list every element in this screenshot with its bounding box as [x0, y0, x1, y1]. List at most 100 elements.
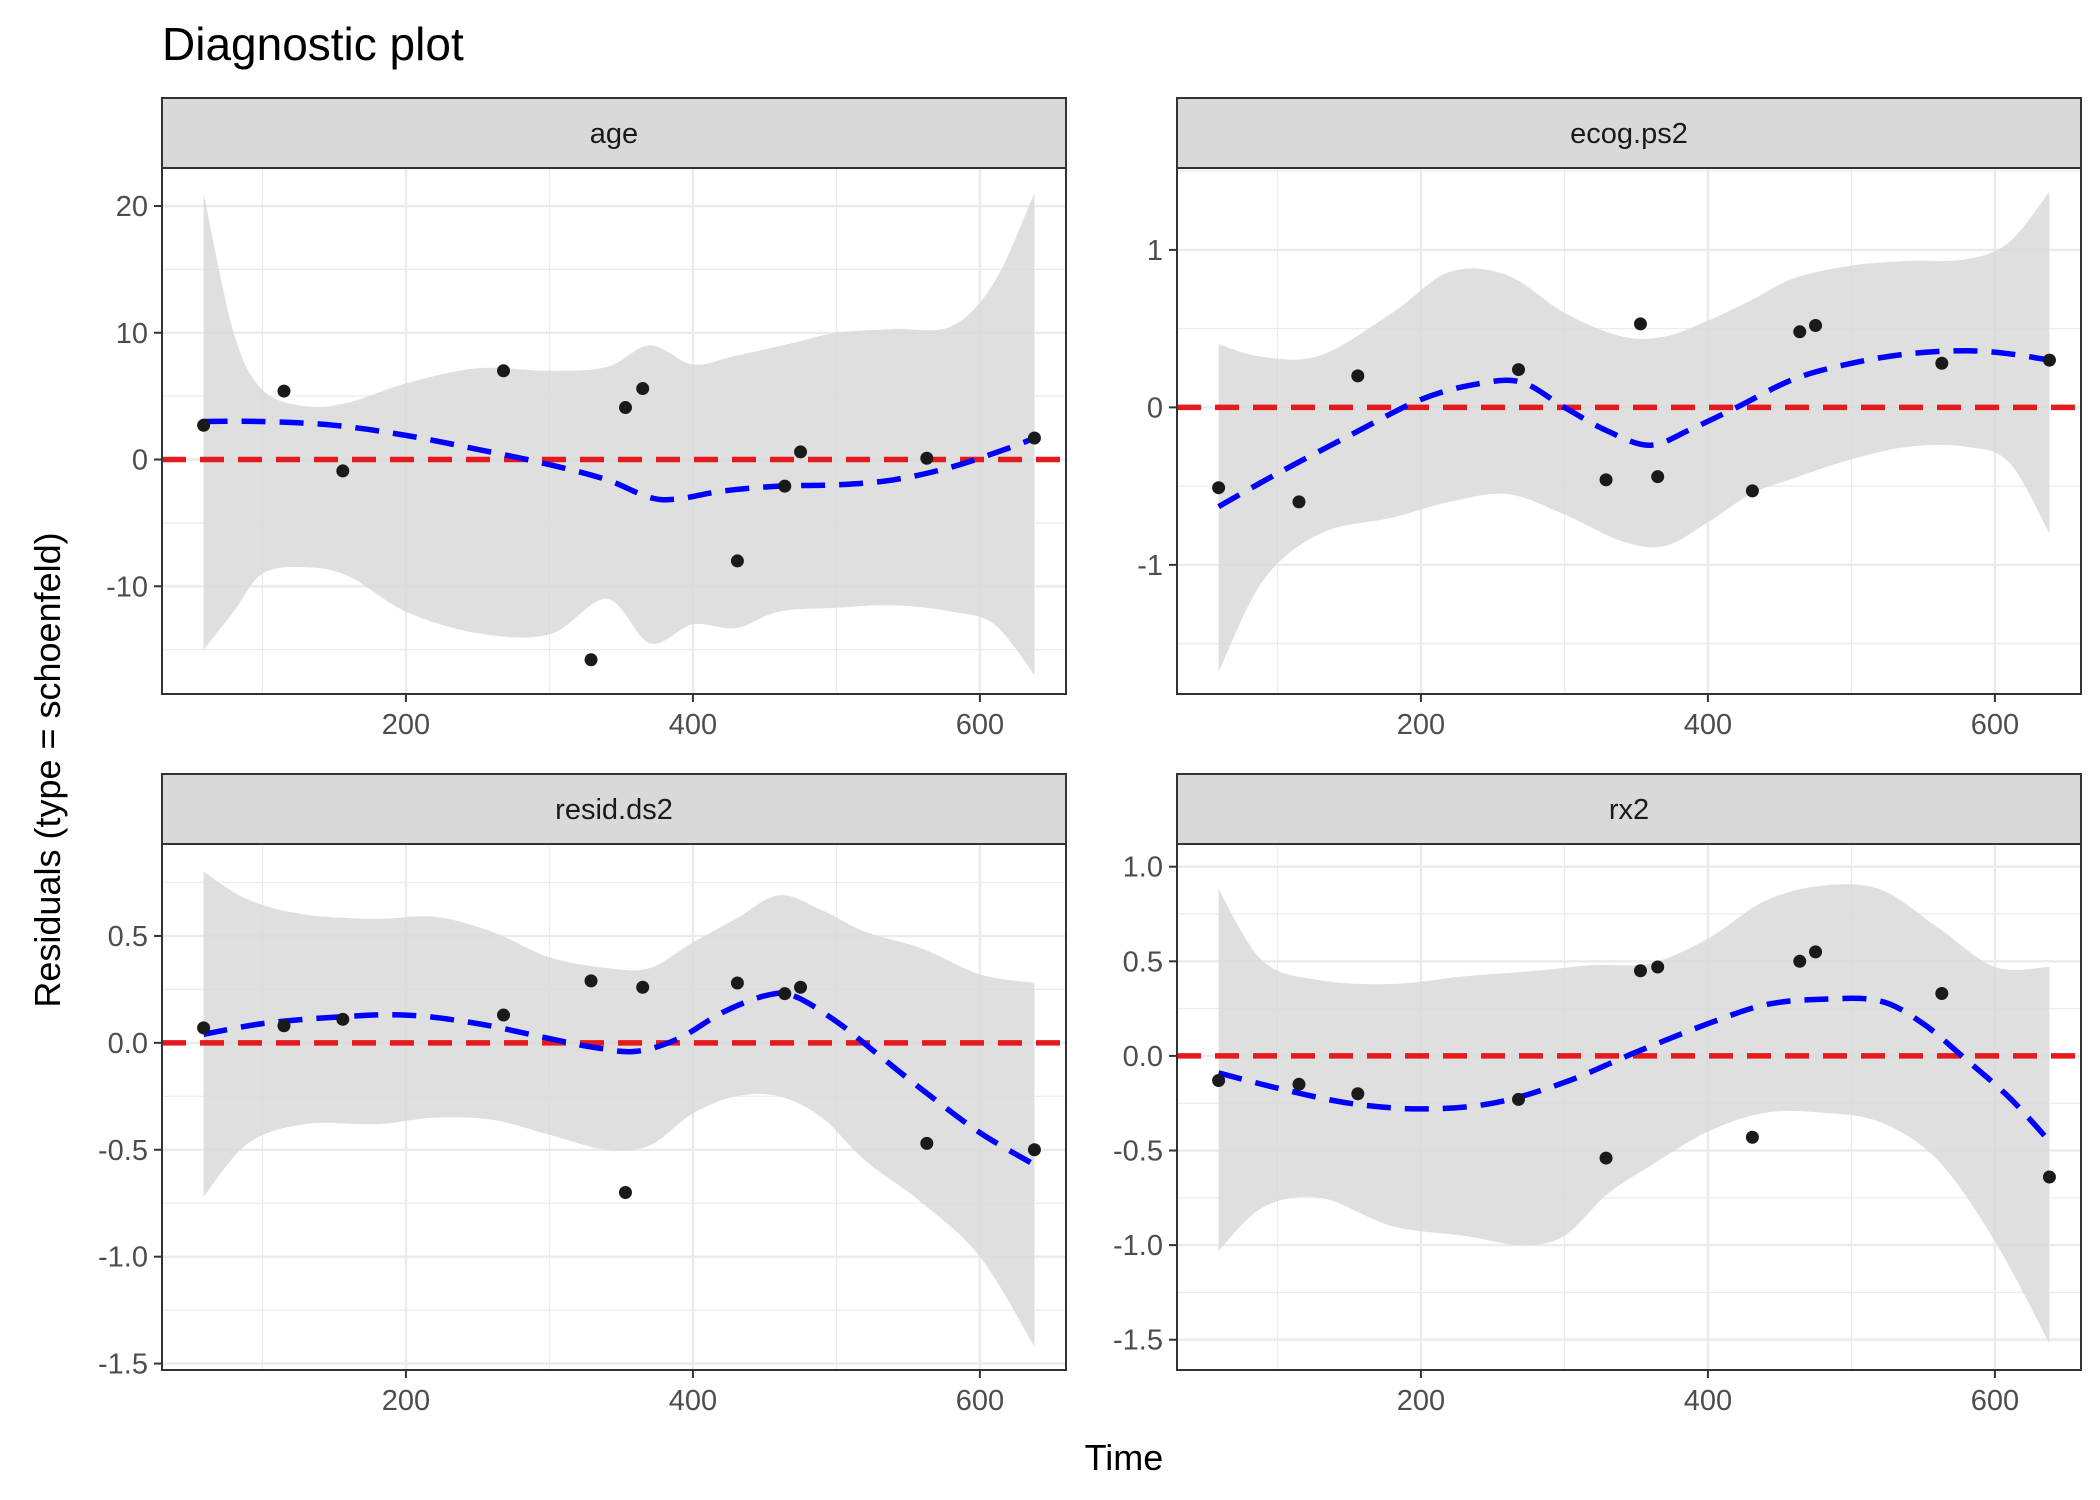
- facet-strip: [1176, 773, 2082, 845]
- y-axis-title: Residuals (type = schoenfeld): [27, 532, 68, 1007]
- x-tick-label: 600: [956, 709, 1004, 741]
- x-tick-label: 400: [1684, 1385, 1732, 1417]
- y-tick-label: 0.0: [1123, 1041, 1163, 1073]
- panel-border: [1176, 167, 2082, 695]
- data-point: [1935, 986, 1949, 1000]
- data-point: [1212, 1074, 1226, 1088]
- data-point: [497, 1008, 511, 1022]
- data-point: [277, 1019, 291, 1033]
- facet-strip-label: rx2: [1609, 794, 1649, 826]
- data-point: [1745, 1130, 1759, 1144]
- data-point: [497, 364, 511, 378]
- data-point: [1935, 356, 1949, 370]
- y-tick-label: -0.5: [1113, 1136, 1163, 1168]
- data-point: [1633, 964, 1647, 978]
- y-tick-label: -1.5: [1113, 1325, 1163, 1357]
- data-point: [778, 479, 792, 493]
- facet-panel-ecog-ps2: ecog.ps2 200 400 600 -1 0 1: [1137, 97, 2082, 741]
- data-point: [336, 1012, 350, 1026]
- x-tick-label: 200: [1397, 1385, 1445, 1417]
- data-point: [1793, 325, 1807, 339]
- data-point: [1599, 473, 1613, 487]
- facet-strip-label: age: [590, 118, 638, 150]
- data-point: [277, 384, 291, 398]
- data-point: [1512, 1092, 1526, 1106]
- x-tick-label: 600: [956, 1385, 1004, 1417]
- facet-strip: [161, 97, 1067, 169]
- y-tick-label: -1.5: [98, 1349, 148, 1381]
- smooth-trend-line: [203, 990, 1036, 1168]
- y-tick-label: -1.0: [98, 1242, 148, 1274]
- x-tick-label: 200: [382, 709, 430, 741]
- confidence-band: [1218, 191, 2050, 672]
- data-point: [336, 464, 350, 478]
- data-point: [197, 418, 211, 432]
- confidence-band: [203, 193, 1035, 676]
- x-tick-label: 600: [1971, 709, 2019, 741]
- x-tick-label: 400: [1684, 709, 1732, 741]
- y-tick-label: 0.0: [108, 1028, 148, 1060]
- y-tick-label: -0.5: [98, 1135, 148, 1167]
- data-point: [730, 976, 744, 990]
- facet-strip: [1176, 97, 2082, 169]
- data-point: [730, 554, 744, 568]
- facet-panel-rx2: rx2 200 400 600 -1.5 -1.0 -0.5 0.0 0.5 1.0: [1113, 773, 2082, 1417]
- data-point: [1745, 484, 1759, 498]
- data-point: [920, 1136, 934, 1150]
- data-point: [1027, 1143, 1041, 1157]
- data-point: [618, 401, 632, 415]
- x-tick-label: 200: [382, 1385, 430, 1417]
- smooth-trend-line: [1217, 347, 2050, 509]
- smooth-trend-line: [1217, 995, 2052, 1143]
- y-tick-label: 1: [1147, 235, 1163, 267]
- panel-border: [161, 167, 1067, 695]
- data-point: [1793, 954, 1807, 968]
- x-tick-label: 400: [669, 1385, 717, 1417]
- y-tick-label: -1: [1137, 550, 1163, 582]
- data-point: [1512, 363, 1526, 377]
- panel-border: [161, 843, 1067, 1371]
- facet-strip: [161, 773, 1067, 845]
- x-tick-label: 600: [1971, 1385, 2019, 1417]
- data-point: [1351, 1087, 1365, 1101]
- data-point: [794, 980, 808, 994]
- facet-strip-label: resid.ds2: [555, 794, 673, 826]
- data-point: [618, 1186, 632, 1200]
- data-point: [794, 445, 808, 459]
- data-point: [2042, 1170, 2056, 1184]
- smooth-trend-line: [203, 418, 1036, 503]
- y-tick-label: 0: [132, 445, 148, 477]
- data-point: [1651, 960, 1665, 974]
- y-tick-label: 0.5: [108, 921, 148, 953]
- x-tick-label: 400: [669, 709, 717, 741]
- facet-panel-age: age 200 400 600 -10 0 10 20: [106, 97, 1067, 741]
- data-point: [1292, 1077, 1306, 1091]
- confidence-band: [203, 871, 1035, 1347]
- data-point: [1351, 369, 1365, 383]
- panel-border: [1176, 843, 2082, 1371]
- data-point: [1599, 1151, 1613, 1165]
- plot-title: Diagnostic plot: [162, 18, 464, 70]
- y-tick-label: 0.5: [1123, 946, 1163, 978]
- data-point: [1633, 317, 1647, 331]
- x-axis-title: Time: [1085, 1437, 1164, 1478]
- data-point: [920, 451, 934, 465]
- data-point: [197, 1021, 211, 1035]
- data-point: [584, 653, 598, 667]
- data-point: [1809, 945, 1823, 959]
- y-tick-label: 1.0: [1123, 852, 1163, 884]
- x-tick-label: 200: [1397, 709, 1445, 741]
- data-point: [1809, 318, 1823, 332]
- data-point: [2042, 353, 2056, 367]
- data-point: [1292, 495, 1306, 509]
- confidence-band: [1218, 884, 2050, 1344]
- y-tick-label: 0: [1147, 392, 1163, 424]
- y-tick-label: -10: [106, 571, 148, 603]
- y-tick-label: 20: [116, 191, 148, 223]
- data-point: [636, 980, 650, 994]
- data-point: [1212, 481, 1226, 495]
- y-tick-label: -1.0: [1113, 1230, 1163, 1262]
- data-point: [584, 974, 598, 988]
